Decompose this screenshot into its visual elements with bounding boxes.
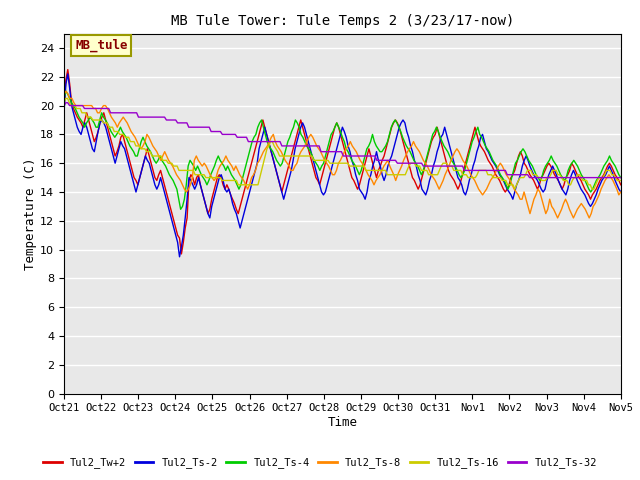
- Text: MB_tule: MB_tule: [75, 39, 127, 52]
- Y-axis label: Temperature (C): Temperature (C): [24, 157, 37, 270]
- X-axis label: Time: Time: [328, 416, 357, 429]
- Title: MB Tule Tower: Tule Temps 2 (3/23/17-now): MB Tule Tower: Tule Temps 2 (3/23/17-now…: [171, 14, 514, 28]
- Legend: Tul2_Tw+2, Tul2_Ts-2, Tul2_Ts-4, Tul2_Ts-8, Tul2_Ts-16, Tul2_Ts-32: Tul2_Tw+2, Tul2_Ts-2, Tul2_Ts-4, Tul2_Ts…: [39, 453, 601, 472]
